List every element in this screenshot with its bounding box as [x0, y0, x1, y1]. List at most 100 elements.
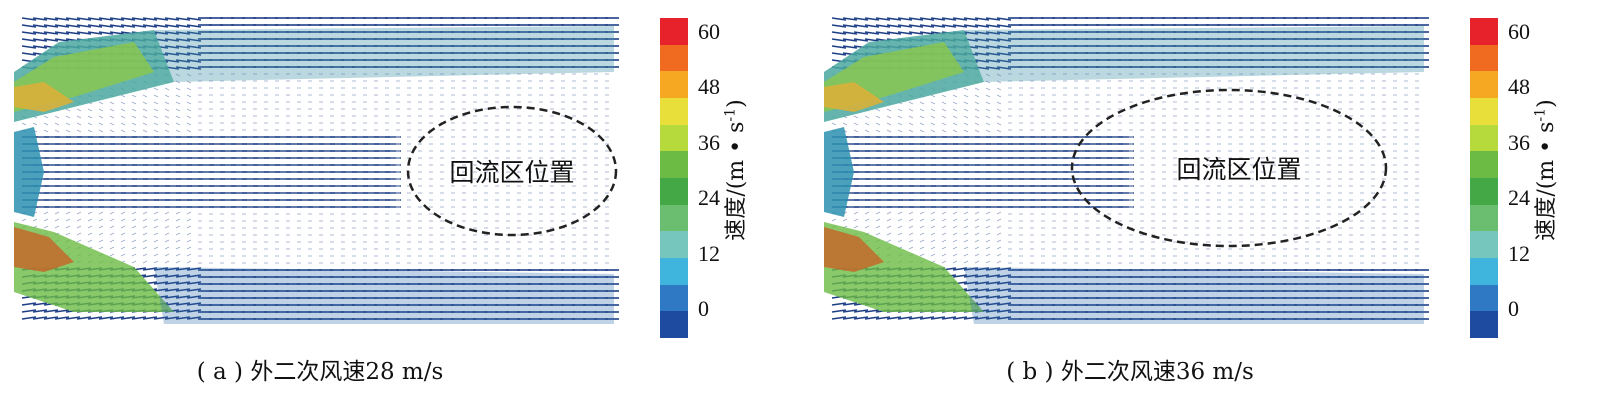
vector-arrow [153, 31, 169, 35]
vector-arrow [930, 24, 946, 28]
vector-arrow [985, 288, 1001, 292]
central-jet [14, 127, 44, 217]
vector-arrow [941, 24, 957, 28]
vector-arrow [32, 31, 48, 35]
vector-arrow [175, 274, 191, 278]
vector-arrow [131, 260, 137, 264]
vector-arrow [952, 239, 958, 243]
vector-arrow [875, 24, 891, 28]
vector-arrow [930, 246, 936, 250]
vector-arrow [186, 274, 202, 278]
vector-arrow [985, 66, 1001, 70]
vector-arrow [974, 87, 980, 91]
vector-arrow [985, 31, 1001, 35]
vector-arrow [186, 316, 202, 320]
vector-arrow [142, 225, 148, 229]
vector-arrow [131, 225, 137, 229]
vector-arrow [21, 31, 37, 35]
vector-arrow [186, 288, 202, 292]
vector-arrow [853, 38, 869, 42]
vector-arrow [153, 232, 159, 236]
vector-arrow [65, 129, 71, 133]
vector-arrow [98, 246, 104, 250]
vector-arrow [886, 129, 892, 133]
vector-arrow [996, 316, 1012, 320]
vector-arrow [952, 129, 958, 133]
vector-arrow [963, 260, 969, 264]
vector-arrow [98, 239, 104, 243]
vector-arrow [842, 38, 858, 42]
vector-arrow [963, 288, 979, 292]
vector-arrow [65, 115, 71, 119]
upper-wall-flow [154, 26, 614, 82]
vector-arrow [153, 246, 159, 250]
vector-arrow [186, 108, 192, 112]
vector-arrow [98, 101, 104, 105]
vector-arrow [54, 38, 70, 42]
colorbar-segment [1470, 151, 1498, 179]
colorbar-tick: 0 [698, 296, 709, 321]
vector-arrow [985, 232, 991, 236]
vector-arrow [985, 316, 1001, 320]
vector-arrow [831, 122, 837, 126]
vector-arrow [996, 129, 1002, 133]
vector-arrow [142, 94, 148, 98]
colorbar-tick: 36 [1508, 130, 1530, 155]
vector-arrow [974, 295, 990, 299]
vector-arrow [853, 31, 869, 35]
vector-arrow [76, 17, 92, 21]
vector-arrow [952, 115, 958, 119]
vector-arrow [875, 232, 881, 236]
vector-arrow [930, 122, 936, 126]
vector-arrow [941, 101, 947, 105]
vector-arrow [175, 38, 191, 42]
vector-arrow [908, 316, 924, 320]
vector-arrow [43, 225, 49, 229]
vector-arrow [109, 211, 115, 215]
vector-arrow [175, 87, 181, 91]
vector-arrow [186, 115, 192, 119]
panel-a: 回流区位置 60 48 36 24 12 0 速度/(m • s-1) ( a … [14, 17, 749, 385]
vector-arrow [985, 295, 1001, 299]
vector-arrow [175, 115, 181, 119]
lower-jet-hot [824, 227, 884, 272]
vector-arrow [864, 309, 880, 313]
vector-arrow [919, 129, 925, 133]
vector-arrow [109, 316, 125, 320]
vector-arrow [164, 232, 170, 236]
vector-arrow [842, 45, 858, 49]
vector-arrow [831, 316, 847, 320]
vector-arrow [109, 218, 115, 222]
vector-arrow [974, 274, 990, 278]
vector-arrow [164, 17, 180, 21]
vector-arrow [952, 218, 958, 222]
vector-arrow [120, 17, 136, 21]
vector-arrow [98, 17, 114, 21]
colorbar-segment [1470, 44, 1498, 72]
vector-arrow [43, 38, 59, 42]
vector-arrow [43, 115, 49, 119]
vector-arrow [175, 218, 181, 222]
vector-arrow [186, 253, 192, 257]
vector-arrow [831, 45, 847, 49]
vector-arrow [919, 211, 925, 215]
vector-arrow [985, 218, 991, 222]
vector-arrow [175, 281, 191, 285]
vector-arrow [98, 316, 114, 320]
vector-arrow [186, 295, 202, 299]
vector-arrow [886, 225, 892, 229]
vector-arrow [897, 129, 903, 133]
vector-arrow [919, 31, 935, 35]
vector-arrow [974, 115, 980, 119]
vector-arrow [164, 260, 170, 264]
colorbar-segment [660, 258, 688, 286]
vector-arrow [952, 232, 958, 236]
vector-arrow [875, 115, 881, 119]
vector-arrow [930, 129, 936, 133]
vector-arrow [831, 218, 837, 222]
vector-arrow [974, 232, 980, 236]
vector-arrow [941, 218, 947, 222]
vector-arrow [142, 260, 148, 264]
vector-arrow [142, 253, 148, 257]
vector-arrow [87, 218, 93, 222]
